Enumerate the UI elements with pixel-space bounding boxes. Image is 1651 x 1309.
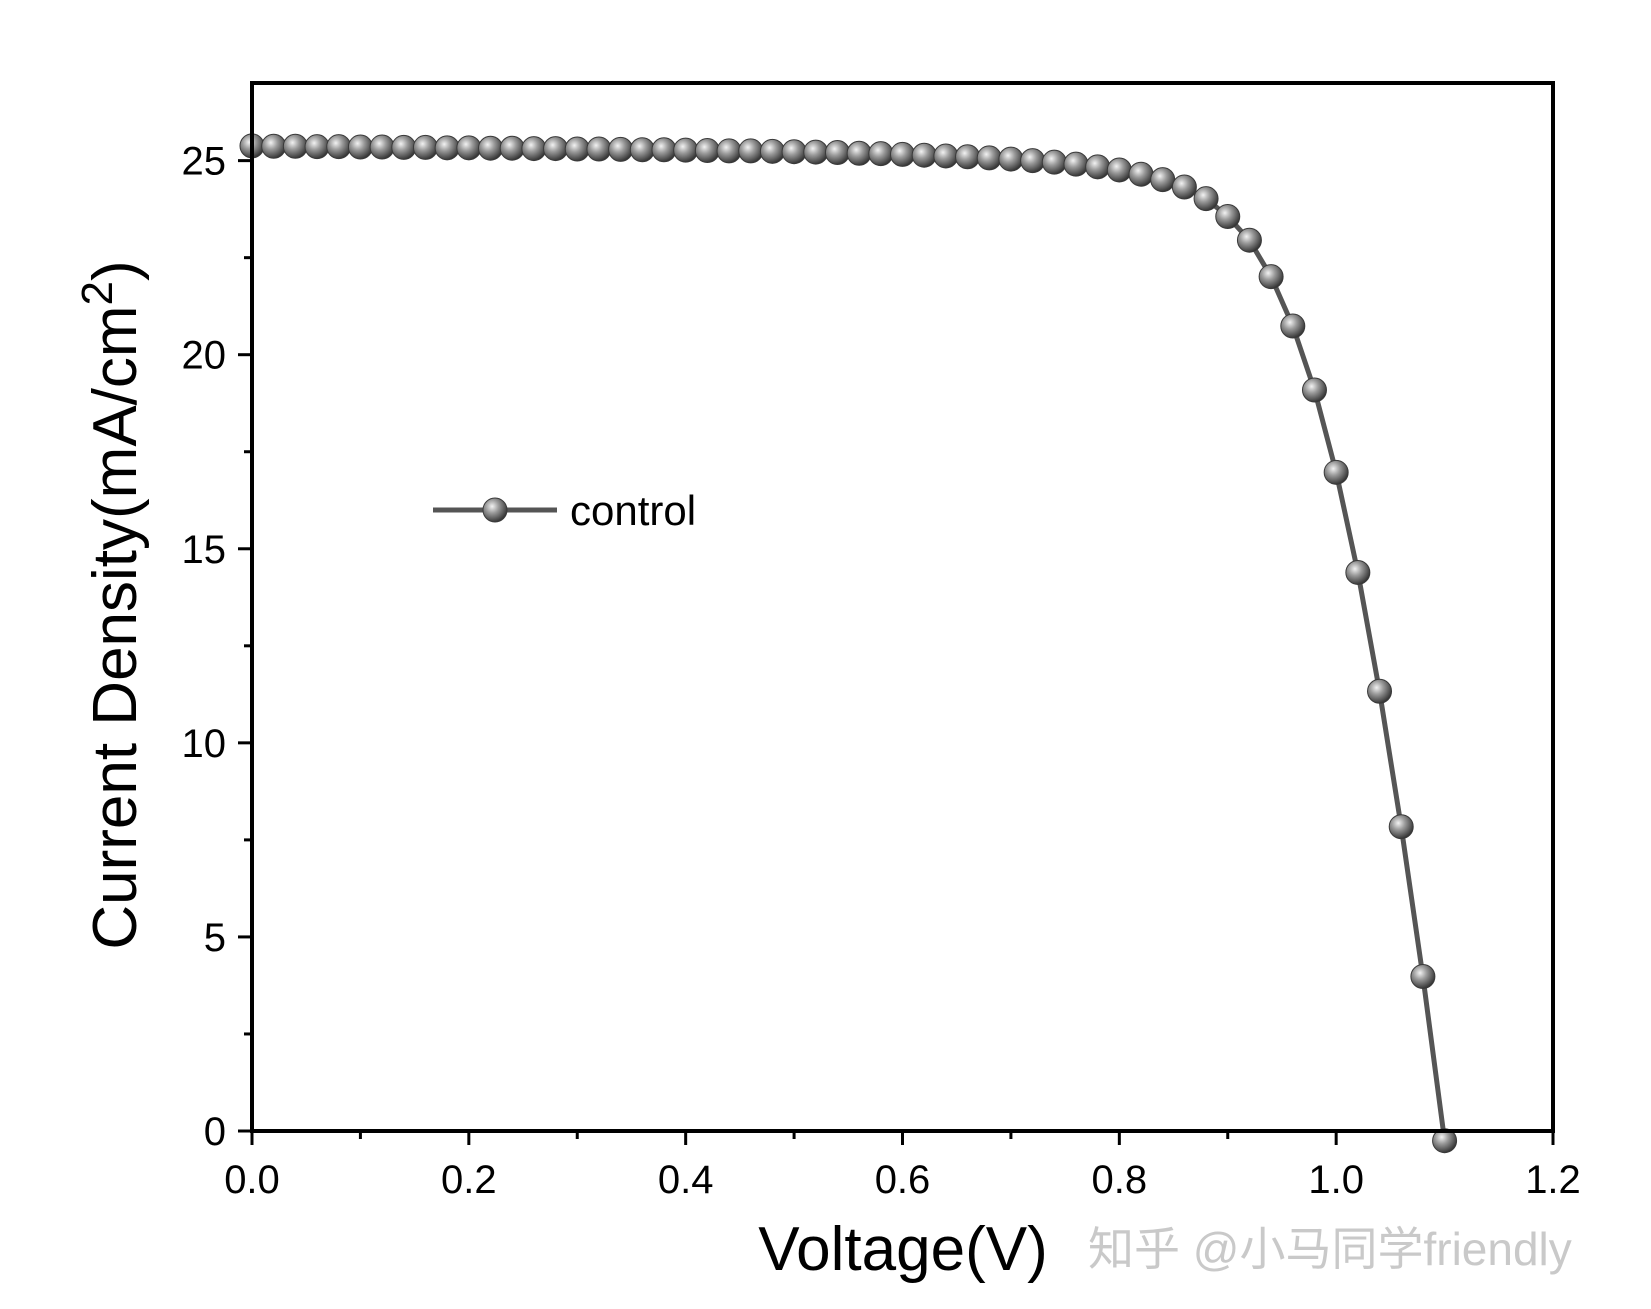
data-point — [868, 141, 894, 167]
legend-marker-sample — [482, 497, 508, 523]
data-point — [499, 135, 525, 161]
data-point — [955, 144, 981, 170]
x-tick-label: 1.0 — [1308, 1158, 1364, 1202]
data-point — [326, 134, 352, 160]
data-point — [1410, 964, 1436, 990]
data-point — [347, 134, 373, 160]
data-point — [1063, 151, 1089, 177]
data-point — [976, 145, 1002, 171]
y-axis-title: Current Density(mA/cm2) — [73, 260, 151, 949]
data-point — [478, 135, 504, 161]
data-point — [781, 139, 807, 165]
data-point — [1367, 678, 1393, 704]
data-point — [911, 142, 937, 168]
plot-frame — [250, 81, 1555, 1133]
tick-labels: 0.0 0.2 0.4 0.6 0.8 1.0 1.2 0 5 10 15 20 25 — [182, 140, 1581, 1202]
data-point — [521, 136, 547, 162]
data-point — [1106, 157, 1132, 183]
data-point — [759, 138, 785, 164]
axis-ticks — [238, 159, 1555, 1145]
watermark: 知乎 @小马同学friendly — [1088, 1223, 1572, 1275]
data-point — [304, 134, 330, 160]
data-point — [1171, 174, 1197, 200]
data-point — [933, 143, 959, 169]
y-tick-label: 20 — [182, 334, 227, 378]
y-axis-title-superscript: 2 — [73, 281, 122, 305]
y-axis-title-close: ) — [81, 260, 150, 281]
data-point — [1020, 148, 1046, 174]
data-point — [1345, 559, 1371, 585]
data-point — [1193, 186, 1219, 212]
data-point — [586, 136, 612, 162]
data-point — [803, 139, 829, 165]
data-point — [543, 136, 569, 162]
data-point — [1258, 264, 1284, 290]
series-control — [239, 133, 1458, 1154]
x-tick-label: 0.0 — [224, 1158, 280, 1202]
data-point — [694, 138, 720, 164]
x-tick-label: 0.6 — [875, 1158, 931, 1202]
data-point — [1388, 814, 1414, 840]
y-tick-label: 0 — [204, 1110, 226, 1154]
data-point — [434, 135, 460, 161]
data-point — [1041, 149, 1067, 175]
data-point — [673, 137, 699, 163]
data-point — [1280, 313, 1306, 339]
x-axis-title: Voltage(V) — [758, 1215, 1048, 1284]
data-point — [608, 136, 634, 162]
data-point — [261, 133, 287, 159]
data-point — [412, 134, 438, 160]
data-point — [998, 146, 1024, 172]
data-point — [391, 134, 417, 160]
y-tick-label: 5 — [204, 916, 226, 960]
x-tick-label: 0.8 — [1092, 1158, 1148, 1202]
data-point — [1128, 161, 1154, 187]
data-point — [824, 139, 850, 165]
data-point — [564, 136, 590, 162]
data-point — [1323, 459, 1349, 485]
data-point — [651, 137, 677, 163]
x-tick-label: 0.2 — [441, 1158, 497, 1202]
y-tick-label: 10 — [182, 722, 227, 766]
data-point — [890, 141, 915, 167]
data-point — [738, 138, 764, 164]
legend-label: control — [570, 487, 696, 534]
data-point — [1150, 167, 1176, 193]
series-line-control — [251, 143, 1448, 1142]
x-tick-label: 1.2 — [1525, 1158, 1581, 1202]
x-tick-label: 0.4 — [658, 1158, 714, 1202]
data-point — [369, 134, 395, 160]
data-point — [456, 135, 482, 161]
data-point — [846, 140, 872, 166]
data-point — [716, 138, 742, 164]
data-point — [282, 133, 308, 159]
data-point — [1085, 154, 1111, 180]
data-point — [1301, 377, 1327, 403]
data-point — [1432, 1128, 1458, 1154]
data-point — [1215, 204, 1241, 230]
y-axis-title-main: Current Density(mA/cm — [81, 305, 150, 949]
data-point — [629, 137, 655, 163]
data-point — [1236, 227, 1262, 253]
y-tick-label: 25 — [182, 140, 227, 184]
y-tick-label: 15 — [182, 528, 227, 572]
legend: control — [433, 487, 696, 534]
